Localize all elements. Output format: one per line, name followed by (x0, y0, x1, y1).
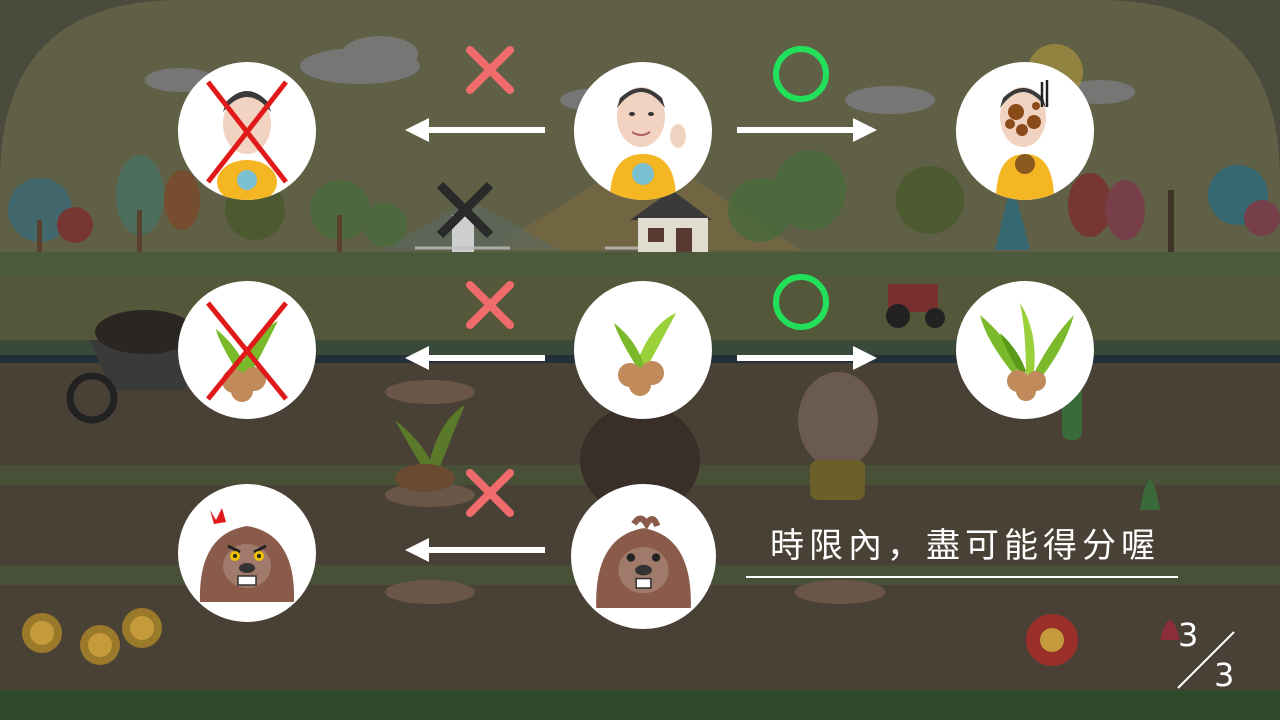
page-total: 3 (1214, 656, 1235, 694)
crossed-sprout-icon (206, 301, 288, 402)
farmer-icon (610, 87, 686, 200)
sprout-icon (614, 313, 676, 396)
tip-underline (746, 576, 1178, 578)
grown-sprout-circle (956, 281, 1094, 419)
correct-mark-row1 (771, 44, 831, 104)
page-divider (1177, 631, 1235, 689)
mole-circle (571, 484, 716, 629)
angry-mole-circle (178, 484, 316, 622)
arrow-left-row3 (405, 538, 545, 562)
sprout-circle (574, 281, 712, 419)
crossed-farmer-icon (206, 80, 288, 200)
crossed-farmer-circle (178, 62, 316, 200)
farmer-circle (574, 62, 712, 200)
crossed-sprout-circle (178, 281, 316, 419)
arrow-left-row1 (405, 118, 545, 142)
tip-text: 時限內，盡可能得分喔 (770, 526, 1160, 566)
dirty-farmer-circle (956, 62, 1094, 200)
arrow-right-row1 (737, 118, 877, 142)
dirty-farmer-icon (996, 80, 1054, 200)
arrow-right-row2 (737, 346, 877, 370)
arrow-left-row2 (405, 346, 545, 370)
wrong-mark-row2 (460, 275, 520, 335)
wrong-mark-row1 (460, 40, 520, 100)
wrong-mark-row3 (460, 463, 520, 523)
page-current: 3 (1178, 616, 1199, 654)
angry-mole-icon (199, 508, 295, 602)
mole-icon (596, 515, 691, 608)
correct-mark-row2 (771, 272, 831, 332)
grown-sprout-icon (980, 303, 1074, 401)
